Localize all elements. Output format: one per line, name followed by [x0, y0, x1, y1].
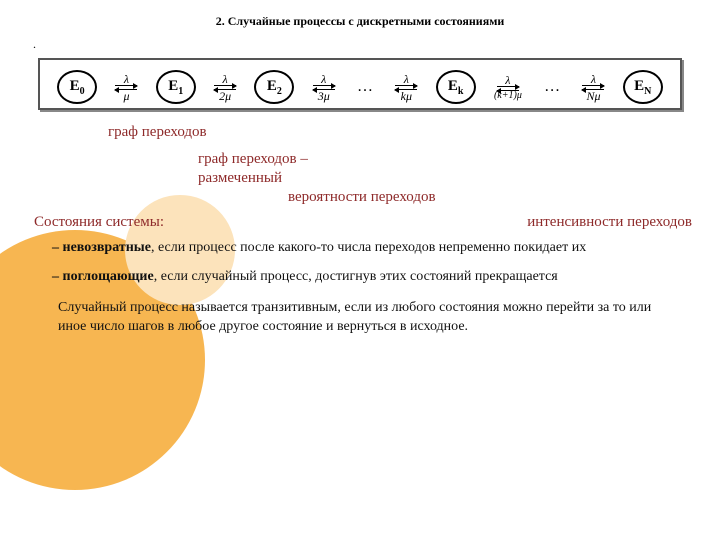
edge-2-3: λ 3μ [313, 73, 335, 102]
caption-graph-labeled-2: размеченный [198, 170, 692, 187]
heading-intensities: интенсивности переходов [527, 214, 692, 231]
state-transition-diagram: E0 λ μ E1 λ 2μ E2 λ 3μ … λ kμ Ek λ (k+1)… [38, 58, 682, 110]
stray-dot: . [33, 37, 692, 52]
caption-graph: граф переходов [108, 124, 692, 141]
edge-k-left: λ kμ [395, 73, 417, 102]
ellipsis-2: … [540, 78, 564, 96]
edge-N: λ Nμ [582, 73, 604, 102]
section-title: 2. Случайные процессы с дискретными сост… [28, 14, 692, 29]
caption-probabilities: вероятности переходов [288, 189, 692, 206]
definition-nonreturning: – невозвратные, если процесс после каког… [52, 239, 678, 258]
heading-system-states: Состояния системы: [34, 214, 164, 231]
edge-0-1: λ μ [115, 73, 137, 102]
state-E0: E0 [57, 70, 97, 104]
state-EN: EN [623, 70, 663, 104]
ellipsis-1: … [353, 78, 377, 96]
edge-k-right: λ (k+1)μ [494, 74, 522, 101]
definition-absorbing: – поглощающие, если случайный процесс, д… [52, 268, 678, 287]
state-E2: E2 [254, 70, 294, 104]
caption-graph-labeled-1: граф переходов – [198, 151, 692, 168]
state-E1: E1 [156, 70, 196, 104]
state-Ek: Ek [436, 70, 476, 104]
edge-1-2: λ 2μ [214, 73, 236, 102]
definition-transitive: Случайный процесс называется транзитивны… [58, 299, 678, 337]
page-content: 2. Случайные процессы с дискретными сост… [0, 0, 720, 337]
